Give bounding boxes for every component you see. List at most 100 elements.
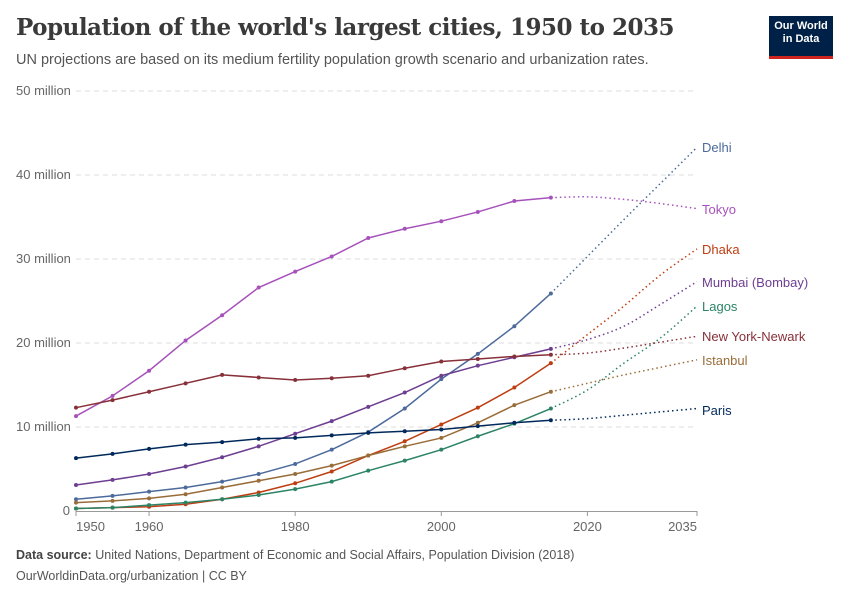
data-point-istanbul <box>74 500 78 505</box>
projection-line-new-york-newark <box>550 335 698 356</box>
data-point-new-york-newark <box>293 377 298 382</box>
projection-line-paris <box>550 407 698 422</box>
x-tick-label: 1980 <box>281 519 310 534</box>
projection-line-mumbai-bombay <box>550 281 698 350</box>
data-point-delhi <box>475 351 480 356</box>
x-tick-label: 1950 <box>76 519 105 534</box>
data-point-new-york-newark <box>548 352 553 357</box>
series-label-paris: Paris <box>702 403 732 418</box>
series-label-new-york-newark: New York-Newark <box>702 329 806 344</box>
series-line-delhi <box>75 292 552 500</box>
data-point-new-york-newark <box>183 381 188 386</box>
data-point-tokyo <box>220 313 225 318</box>
data-point-istanbul <box>329 463 334 468</box>
data-point-delhi <box>439 377 444 382</box>
data-point-tokyo <box>293 269 298 274</box>
data-point-mumbai-bombay <box>256 444 261 449</box>
data-point-mumbai-bombay <box>329 419 334 424</box>
data-point-delhi <box>74 497 78 502</box>
data-point-delhi <box>512 324 517 329</box>
data-point-mumbai-bombay <box>183 464 188 469</box>
data-point-paris <box>147 446 152 451</box>
series-label-mumbai-bombay: Mumbai (Bombay) <box>702 275 808 290</box>
x-tick-label: 2020 <box>573 519 602 534</box>
series-line-lagos <box>75 407 552 510</box>
projection-line-lagos <box>550 305 698 410</box>
data-point-tokyo <box>183 338 188 343</box>
series-label-istanbul: Istanbul <box>702 353 748 368</box>
y-tick-label: 30 million <box>16 251 71 266</box>
data-point-mumbai-bombay <box>439 373 444 378</box>
data-point-mumbai-bombay <box>548 346 553 351</box>
data-point-new-york-newark <box>439 359 444 364</box>
data-point-tokyo <box>110 393 115 398</box>
data-point-dhaka <box>439 422 444 427</box>
data-point-lagos <box>74 506 78 511</box>
data-point-delhi <box>183 485 188 490</box>
data-point-paris <box>512 420 517 425</box>
data-point-mumbai-bombay <box>147 472 152 477</box>
data-point-lagos <box>147 503 152 508</box>
data-point-mumbai-bombay <box>74 482 78 487</box>
data-point-tokyo <box>329 254 334 259</box>
data-source: Data source: United Nations, Department … <box>16 548 574 562</box>
data-point-paris <box>366 430 371 435</box>
series-line-dhaka <box>75 362 552 510</box>
data-point-new-york-newark <box>74 405 78 410</box>
data-point-tokyo <box>439 219 444 224</box>
data-point-tokyo <box>147 368 152 373</box>
y-tick-label: 20 million <box>16 335 71 350</box>
data-point-istanbul <box>110 498 115 503</box>
data-point-new-york-newark <box>402 366 407 371</box>
data-point-paris <box>402 429 407 434</box>
data-point-delhi <box>402 406 407 411</box>
data-point-mumbai-bombay <box>293 431 298 436</box>
data-point-paris <box>329 433 334 438</box>
data-point-delhi <box>329 447 334 452</box>
y-tick-label: 40 million <box>16 167 71 182</box>
data-point-lagos <box>293 487 298 492</box>
projection-line-istanbul <box>550 359 698 393</box>
data-point-paris <box>475 424 480 429</box>
data-point-delhi <box>293 461 298 466</box>
data-point-lagos <box>110 505 115 510</box>
data-point-mumbai-bombay <box>366 404 371 409</box>
data-point-tokyo <box>402 226 407 231</box>
data-point-delhi <box>220 479 225 484</box>
data-point-mumbai-bombay <box>220 455 225 460</box>
data-point-tokyo <box>256 285 261 290</box>
data-point-lagos <box>366 468 371 473</box>
chart-subtitle: UN projections are based on its medium f… <box>16 52 649 68</box>
data-point-dhaka <box>475 405 480 410</box>
data-point-new-york-newark <box>110 398 115 403</box>
data-point-lagos <box>475 434 480 439</box>
data-point-tokyo <box>366 236 371 240</box>
y-tick-label: 0 <box>63 503 70 518</box>
series-label-tokyo: Tokyo <box>702 202 736 217</box>
data-point-istanbul <box>293 472 298 477</box>
data-point-mumbai-bombay <box>402 390 407 395</box>
owid-logo[interactable]: Our World in Data <box>769 16 833 59</box>
logo-line1: Our World <box>774 20 828 32</box>
data-point-new-york-newark <box>329 376 334 381</box>
data-point-mumbai-bombay <box>475 363 480 368</box>
projection-line-dhaka <box>550 248 698 364</box>
data-point-new-york-newark <box>366 373 371 378</box>
data-point-paris <box>256 436 261 441</box>
data-point-new-york-newark <box>256 375 261 380</box>
series-line-new-york-newark <box>75 354 551 409</box>
data-point-mumbai-bombay <box>110 477 115 482</box>
source-url[interactable]: OurWorldinData.org/urbanization | CC BY <box>16 569 247 583</box>
projection-line-tokyo <box>550 196 698 210</box>
data-point-dhaka <box>293 481 298 486</box>
data-point-istanbul <box>475 420 480 425</box>
data-point-istanbul <box>366 453 371 458</box>
projection-line-delhi <box>550 146 698 294</box>
data-point-istanbul <box>220 485 225 490</box>
series-line-mumbai-bombay <box>75 348 552 486</box>
data-point-lagos <box>329 479 334 484</box>
data-point-dhaka <box>402 439 407 444</box>
chart-title: Population of the world's largest cities… <box>16 14 674 41</box>
data-point-paris <box>110 451 115 456</box>
data-point-lagos <box>548 406 553 411</box>
